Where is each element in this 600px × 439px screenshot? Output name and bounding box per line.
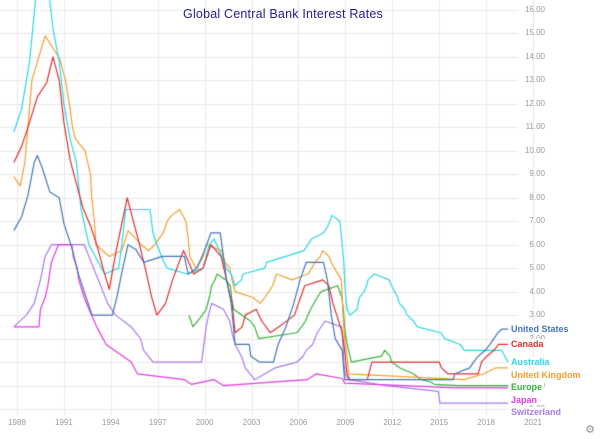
x-axis-tick-label: 2018 [477, 418, 495, 427]
series-label-australia: Australia [509, 357, 552, 368]
y-axis-tick-label: 16.00 [524, 5, 545, 14]
y-axis-tick-label: 3.00 [529, 310, 545, 320]
y-axis-tick-label: 2.00 [529, 333, 545, 343]
x-axis-tick-label: 2015 [430, 418, 449, 427]
y-axis-tick-label: 7.00 [529, 216, 545, 226]
y-axis-tick-label: 6.00 [529, 239, 545, 249]
series-label-united-states: United States [509, 324, 571, 335]
x-axis-tick-label: 2012 [383, 418, 402, 427]
x-axis-tick-label: 2000 [195, 418, 214, 427]
y-axis-tick-label: 10.00 [524, 145, 545, 155]
settings-gear-icon[interactable]: ⚙ [585, 424, 595, 436]
y-axis-tick-label: 9.00 [529, 169, 545, 179]
y-axis-tick-label: 5.00 [529, 263, 545, 273]
x-axis-tick-label: 1997 [148, 418, 167, 427]
y-axis-tick-label: 12.00 [524, 98, 545, 108]
y-axis-tick-label: 15.00 [524, 28, 545, 38]
y-axis-tick-label: 8.00 [529, 192, 545, 202]
series-label-switzerland: Switzerland [509, 407, 564, 418]
series-label-japan: Japan [509, 394, 540, 405]
y-axis-tick-label: 11.00 [525, 122, 545, 132]
y-axis-tick-label: 4.00 [529, 286, 545, 296]
x-axis-tick-label: 1991 [55, 418, 73, 427]
x-axis-tick-label: 1988 [8, 418, 26, 427]
y-axis-tick-label: 13.00 [524, 75, 545, 85]
series-label-canada: Canada [509, 339, 546, 350]
series-label-europe: Europe [509, 382, 545, 393]
x-axis-tick-label: 2003 [242, 418, 261, 427]
x-axis-tick-label: 2006 [289, 418, 308, 427]
x-axis-tick-label: 2021 [524, 418, 542, 427]
y-axis-tick-label: 14.00 [524, 51, 545, 61]
chart-title: Global Central Bank Interest Rates [183, 7, 383, 21]
x-axis-tick-label: 2009 [336, 418, 355, 427]
x-axis-tick-label: 1994 [101, 418, 120, 427]
series-label-united-kingdom: United Kingdom [509, 369, 583, 380]
